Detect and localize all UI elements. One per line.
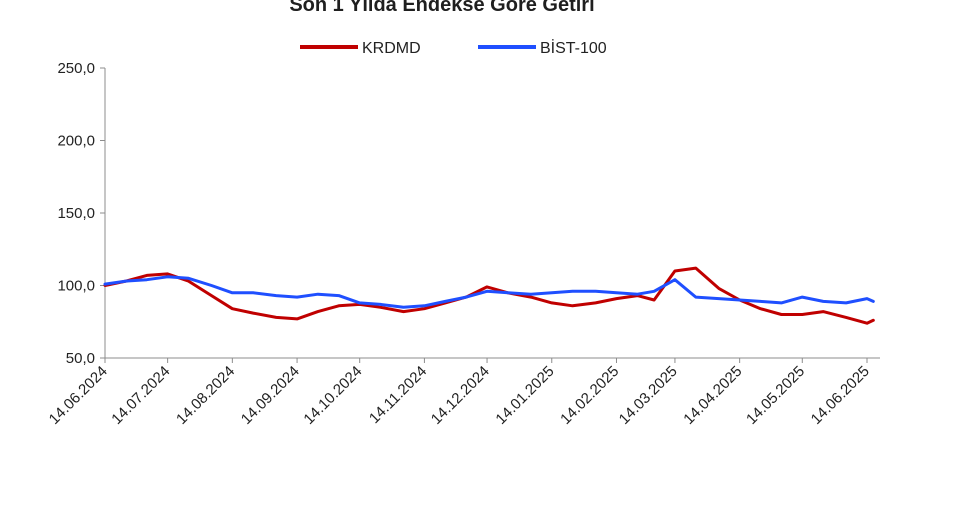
legend-label: BİST-100 [540, 38, 607, 57]
y-tick-label: 50,0 [66, 350, 95, 367]
x-tick-label: 14.04.2025 [680, 363, 745, 428]
x-tick-label: 14.06.2025 [808, 363, 873, 428]
y-tick-label: 250,0 [57, 60, 95, 77]
series-line-krdmd [103, 266, 875, 325]
x-tick-label: 14.03.2025 [616, 363, 681, 428]
series-line-bi-st-100 [103, 275, 875, 309]
x-tick-label: 14.05.2025 [743, 363, 808, 428]
y-tick-label: 200,0 [57, 133, 95, 150]
y-tick-label: 100,0 [57, 278, 95, 295]
x-tick-label: 14.11.2024 [366, 363, 430, 427]
x-tick-label: 14.10.2024 [300, 363, 365, 428]
x-tick-label: 14.01.2025 [492, 363, 557, 428]
x-tick-label: 14.07.2024 [108, 363, 173, 428]
y-tick-label: 150,0 [57, 205, 95, 222]
x-tick-label: 14.12.2024 [428, 363, 493, 428]
x-tick-label: 14.06.2024 [46, 363, 111, 428]
legend-label: KRDMD [362, 40, 421, 57]
x-tick-label: 14.09.2024 [238, 363, 303, 428]
x-tick-label: 14.02.2025 [557, 363, 622, 428]
chart-title: Son 1 Yılda Endekse Göre Getiri [289, 0, 595, 16]
x-tick-label: 14.08.2024 [173, 363, 238, 428]
